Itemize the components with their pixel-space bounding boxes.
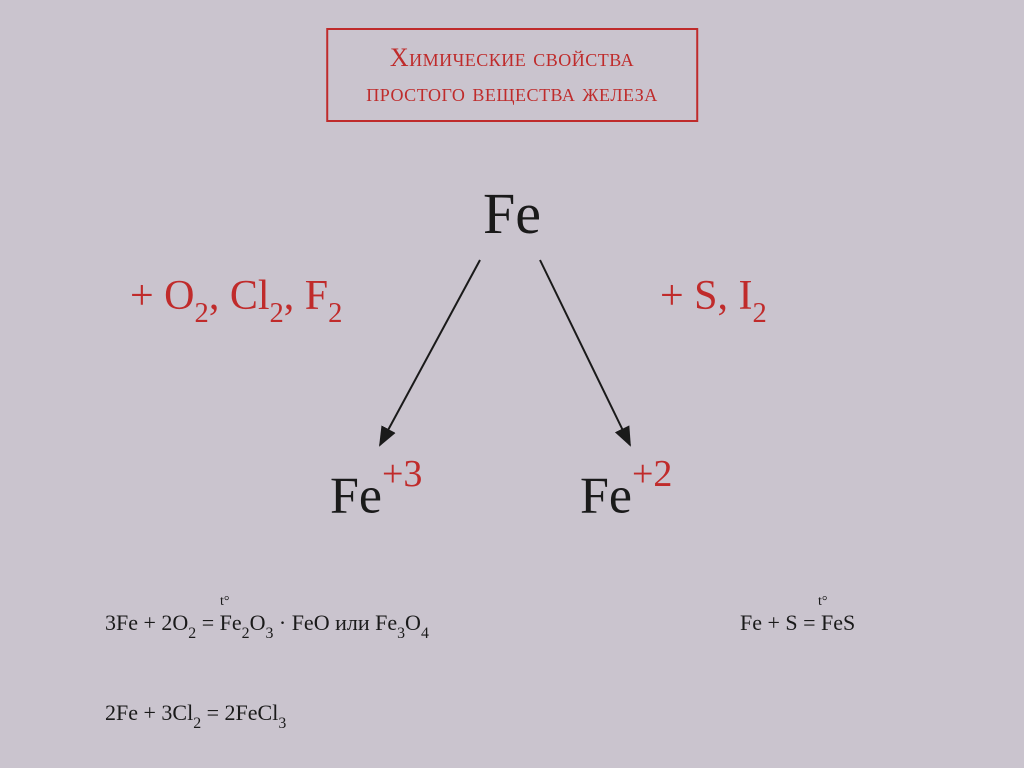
subscript: 2 (753, 298, 767, 329)
product-symbol: Fe (330, 467, 382, 524)
subscript: 2 (270, 298, 284, 329)
title-box: Химические свойства простого вещества же… (326, 28, 698, 122)
arrow-right (540, 260, 630, 445)
eq-text: Fe + S = FeS (740, 610, 855, 635)
subscript: 3 (397, 625, 405, 642)
eq-text: = Fe (196, 610, 241, 635)
reagent-text: , Cl (209, 273, 270, 319)
product-right: Fe+2 (580, 460, 672, 525)
temperature-mark: t° (818, 594, 828, 610)
temperature-mark: t° (220, 594, 230, 610)
equation-2: 2Fe + 3Cl2 = 2FeCl3 (105, 700, 286, 730)
eq-text: · FeO или Fe (273, 610, 397, 635)
product-charge: +2 (632, 453, 672, 495)
arrows-diagram (300, 250, 720, 470)
subscript: 3 (278, 715, 286, 732)
product-charge: +3 (382, 453, 422, 495)
subscript: 2 (195, 298, 209, 329)
subscript: 2 (188, 625, 196, 642)
subscript: 2 (193, 715, 201, 732)
subscript: 2 (242, 625, 250, 642)
center-element: Fe (483, 180, 541, 247)
equation-3: Fe + S = FeS (740, 610, 855, 636)
eq-text: 3Fe + 2O (105, 610, 188, 635)
title-line-1: Химические свойства (390, 43, 634, 72)
eq-text: = 2FeCl (201, 700, 278, 725)
equation-1: 3Fe + 2O2 = Fe2O3 · FeO или Fe3O4 (105, 610, 429, 640)
eq-text: O (250, 610, 266, 635)
subscript: 3 (265, 625, 273, 642)
product-left: Fe+3 (330, 460, 422, 525)
title-text: Химические свойства простого вещества же… (366, 40, 658, 110)
arrow-left (380, 260, 480, 445)
eq-text: O (405, 610, 421, 635)
product-symbol: Fe (580, 467, 632, 524)
subscript: 4 (421, 625, 429, 642)
title-line-2: простого вещества железа (366, 78, 658, 107)
eq-text: 2Fe + 3Cl (105, 700, 193, 725)
reagent-text: + O (130, 273, 195, 319)
